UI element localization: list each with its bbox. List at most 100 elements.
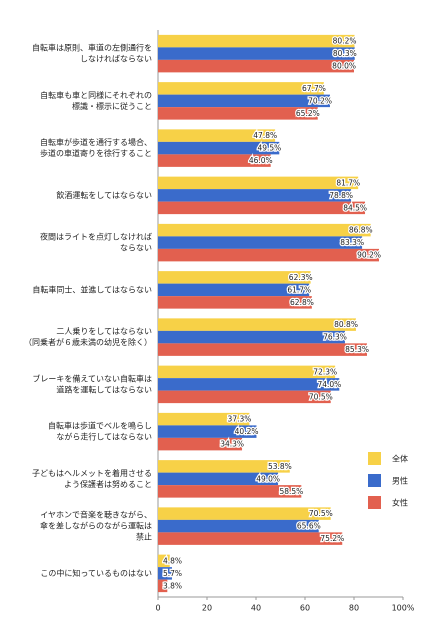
- value-label: 83.3%: [340, 238, 364, 247]
- bar: [158, 223, 371, 237]
- bar: [158, 59, 354, 73]
- value-label: 53.8%: [268, 462, 292, 471]
- value-label: 81.7%: [336, 178, 360, 187]
- bar: [158, 437, 243, 451]
- category-label: ブレーキを備えていない自転車は: [32, 373, 152, 383]
- bar: [158, 567, 172, 580]
- bar: [158, 47, 355, 60]
- value-label: 85.3%: [345, 345, 369, 354]
- category-label: 子どもはヘルメットを着用させる: [32, 468, 152, 478]
- bar: [158, 154, 271, 167]
- bar: [158, 189, 352, 202]
- bar: [158, 94, 330, 108]
- category-label: イヤホンで音楽を聴きながら、: [40, 510, 152, 520]
- value-label: 65.6%: [297, 522, 321, 531]
- value-label: 72.3%: [313, 367, 337, 376]
- bar: [158, 365, 336, 379]
- bar: [158, 330, 345, 344]
- bar: [158, 201, 366, 215]
- category-label: 自転車は歩道でベルを鳴らし: [48, 421, 152, 431]
- bar: [158, 390, 331, 404]
- value-label: 49.0%: [256, 474, 280, 483]
- value-label: 76.3%: [323, 333, 347, 342]
- bar: [158, 296, 312, 309]
- bar: [158, 318, 356, 331]
- legend-label: 全体: [392, 454, 408, 464]
- x-tick-label: 100%: [392, 604, 415, 613]
- category-label: 自転車も車と同様にそれぞれの: [40, 90, 152, 100]
- category-label: 道路を運転してはならない: [56, 384, 152, 394]
- value-label: 62.8%: [290, 298, 314, 307]
- value-label: 3.8%: [163, 581, 182, 590]
- value-label: 78.8%: [329, 191, 353, 200]
- category-label: ながら走行してはならない: [56, 432, 152, 442]
- category-label: 自転車は原則、車道の左側通行を: [32, 43, 152, 53]
- category-label: 飲酒運転をしてはならない: [56, 190, 152, 200]
- value-label: 65.2%: [296, 109, 320, 118]
- category-label: 二人乗りをしてはならない: [56, 326, 152, 336]
- value-label: 37.3%: [228, 415, 252, 424]
- value-label: 49.5%: [257, 144, 281, 153]
- value-label: 67.7%: [302, 84, 326, 93]
- bar: [158, 271, 311, 284]
- value-label: 61.7%: [287, 285, 311, 294]
- bar: [158, 460, 290, 473]
- category-label: 夜間はライトを点灯しなければ: [40, 232, 152, 242]
- legend-swatch: [368, 452, 381, 465]
- legend-label: 女性: [392, 498, 408, 508]
- bar: [158, 236, 363, 249]
- bar: [158, 129, 276, 142]
- value-label: 58.5%: [279, 487, 303, 496]
- bar: [158, 472, 279, 486]
- value-label: 47.8%: [253, 131, 277, 140]
- value-label: 80.3%: [333, 49, 357, 58]
- bar: [158, 532, 343, 545]
- legend-swatch: [368, 474, 381, 487]
- category-label: しなければならない: [80, 55, 152, 64]
- value-label: 70.5%: [309, 392, 333, 401]
- value-label: 80.2%: [333, 37, 357, 46]
- bar: [158, 176, 359, 190]
- category-label: 歩道の車道寄りを徐行すること: [40, 148, 152, 158]
- value-label: 86.8%: [349, 226, 373, 235]
- bar: [158, 425, 257, 438]
- bar: [158, 507, 331, 520]
- value-label: 5.7%: [163, 569, 182, 578]
- bar: [158, 343, 367, 356]
- bar: [158, 141, 280, 155]
- bar: [158, 34, 355, 48]
- bar: [158, 107, 318, 120]
- bar: [158, 412, 250, 426]
- value-label: 70.5%: [309, 509, 333, 518]
- bar: [158, 554, 170, 568]
- bar: [158, 248, 379, 262]
- value-label: 34.3%: [220, 440, 244, 449]
- legend-swatch: [368, 496, 381, 509]
- value-label: 62.3%: [289, 273, 313, 282]
- bar: [158, 579, 168, 593]
- category-label: 自転車同士、並進してはならない: [32, 284, 152, 294]
- category-label: よう保護者は努めること: [64, 479, 152, 489]
- category-label: 自転車が歩道を通行する場合、: [40, 137, 152, 147]
- category-label: 傘を差しながらのながら運転は: [40, 521, 152, 531]
- x-tick-label: 40: [251, 604, 261, 613]
- category-label: この中に知っているものはない: [40, 568, 152, 578]
- x-tick-label: 80: [349, 604, 359, 613]
- legend-label: 男性: [392, 476, 408, 486]
- bar: [158, 485, 302, 498]
- value-label: 75.2%: [320, 534, 344, 543]
- x-tick-label: 60: [300, 604, 310, 613]
- value-label: 80.8%: [334, 320, 358, 329]
- bar: [158, 378, 340, 391]
- value-label: 70.2%: [308, 96, 332, 105]
- bar: [158, 519, 319, 533]
- value-label: 4.8%: [163, 556, 182, 565]
- value-label: 40.2%: [235, 427, 259, 436]
- value-label: 46.0%: [249, 156, 273, 165]
- x-tick-label: 0: [155, 604, 160, 613]
- x-tick-label: 20: [202, 604, 212, 613]
- category-label: 標識・標示に従うこと: [72, 101, 152, 111]
- value-label: 90.2%: [357, 251, 381, 260]
